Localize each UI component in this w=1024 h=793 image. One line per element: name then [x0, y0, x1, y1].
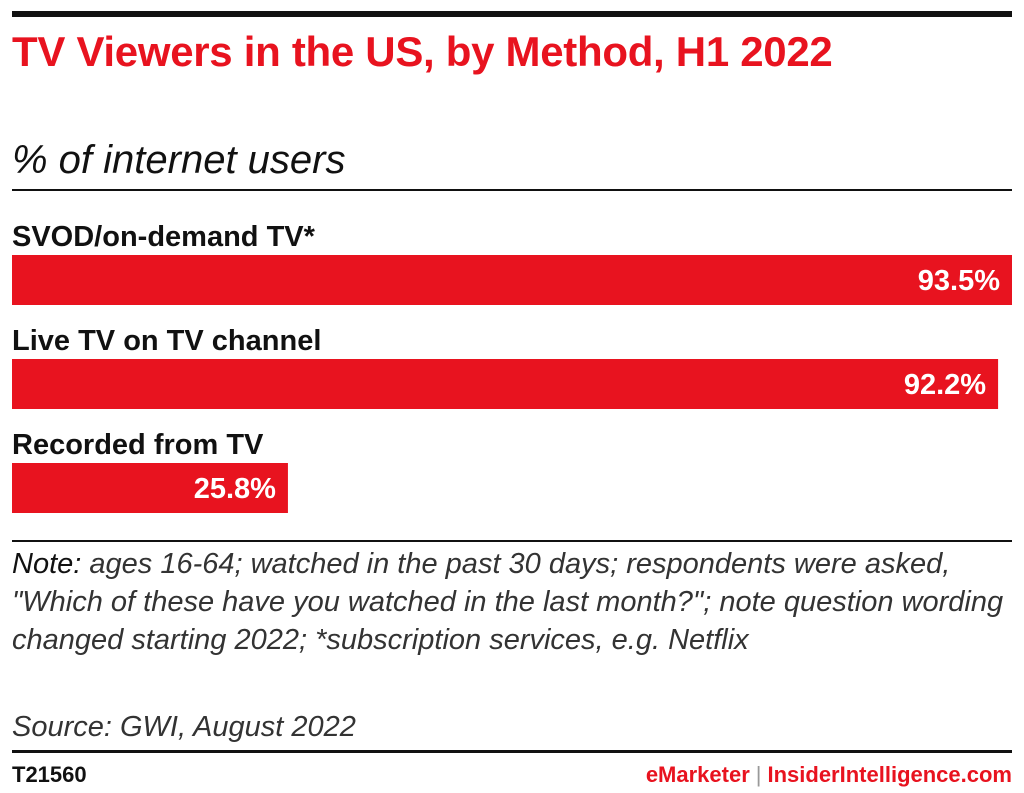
note-rule [12, 540, 1012, 542]
data-label: 25.8% [194, 473, 276, 505]
subtitle-rule [12, 189, 1012, 191]
note-label: Note: [12, 548, 82, 580]
bar [12, 359, 999, 409]
top-rule [12, 11, 1012, 17]
chart-note: Note: ages 16-64; watched in the past 30… [12, 545, 1012, 659]
brand-insider-intelligence[interactable]: InsiderIntelligence.com [767, 762, 1012, 787]
chart-title: TV Viewers in the US, by Method, H1 2022 [12, 28, 833, 75]
chart-id: T21560 [12, 762, 87, 787]
bar [12, 463, 288, 513]
chart-subtitle: % of internet users [12, 138, 346, 182]
bar [12, 255, 1012, 305]
footer-rule [12, 750, 1012, 753]
brand-emarketer[interactable]: eMarketer [645, 762, 750, 787]
note-text: ages 16-64; watched in the past 30 days;… [12, 548, 1004, 656]
category-label: Live TV on TV channel [12, 325, 321, 357]
footer-brand: eMarketer | InsiderIntelligence.com [646, 762, 1012, 788]
category-label: Recorded from TV [12, 429, 264, 461]
brand-separator: | [755, 762, 762, 787]
chart-source: Source: GWI, August 2022 [12, 711, 356, 743]
data-label: 92.2% [904, 369, 986, 401]
category-label: SVOD/on-demand TV* [12, 221, 316, 253]
data-label: 93.5% [918, 265, 1000, 297]
